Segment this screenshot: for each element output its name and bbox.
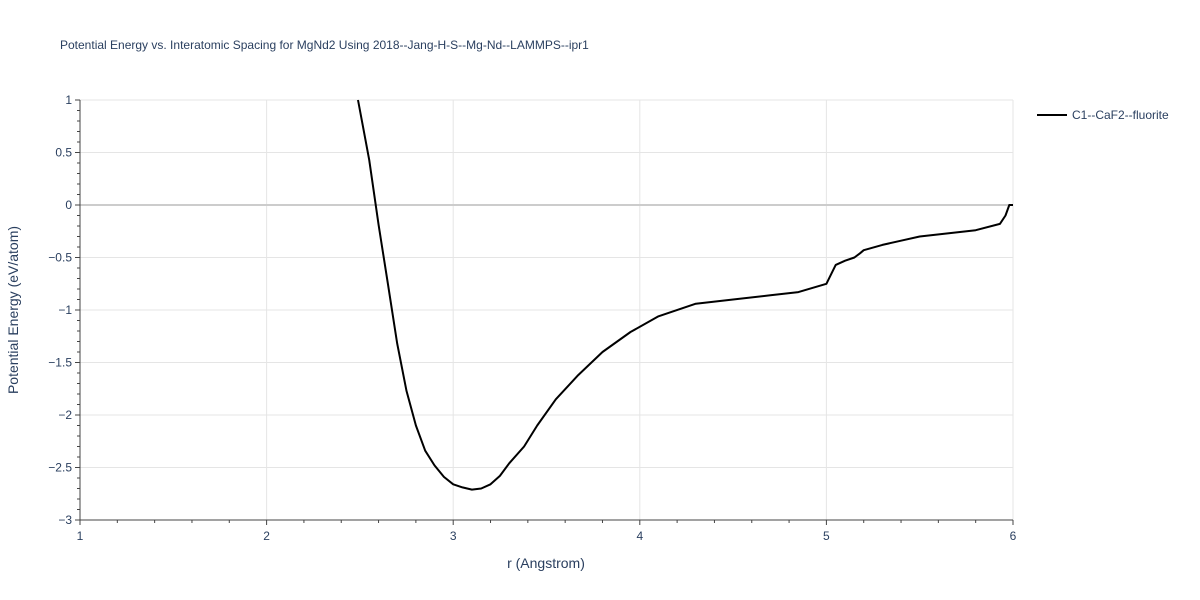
- y-tick-label: 1: [65, 93, 72, 107]
- legend-label: C1--CaF2--fluorite: [1072, 108, 1169, 122]
- x-ticks: 1 2 3 4 5 6: [77, 520, 1017, 543]
- y-ticks: 1 0.5 0 −0.5 −1 −1.5 −2 −2.5 −3: [48, 93, 80, 527]
- x-tick-label: 2: [263, 529, 270, 543]
- y-tick-label: −1: [58, 303, 72, 317]
- y-tick-label: −0.5: [48, 251, 72, 265]
- x-tick-label: 4: [636, 529, 643, 543]
- y-tick-label: 0.5: [55, 146, 72, 160]
- y-tick-label: 0: [65, 198, 72, 212]
- x-tick-label: 6: [1010, 529, 1017, 543]
- series-layer: [357, 99, 1013, 491]
- y-axis-title: Potential Energy (eV/atom): [5, 226, 21, 394]
- x-tick-label: 1: [77, 529, 84, 543]
- y-tick-label: −2.5: [48, 461, 72, 475]
- y-tick-label: −1.5: [48, 356, 72, 370]
- legend: C1--CaF2--fluorite: [1037, 108, 1169, 122]
- chart-title: Potential Energy vs. Interatomic Spacing…: [60, 38, 589, 52]
- grid-lines: [80, 99, 1014, 520]
- y-tick-label: −3: [58, 513, 72, 527]
- x-axis-title: r (Angstrom): [507, 555, 585, 571]
- x-tick-label: 3: [450, 529, 457, 543]
- x-tick-label: 5: [823, 529, 830, 543]
- y-tick-label: −2: [58, 408, 72, 422]
- series-line: [357, 99, 1013, 491]
